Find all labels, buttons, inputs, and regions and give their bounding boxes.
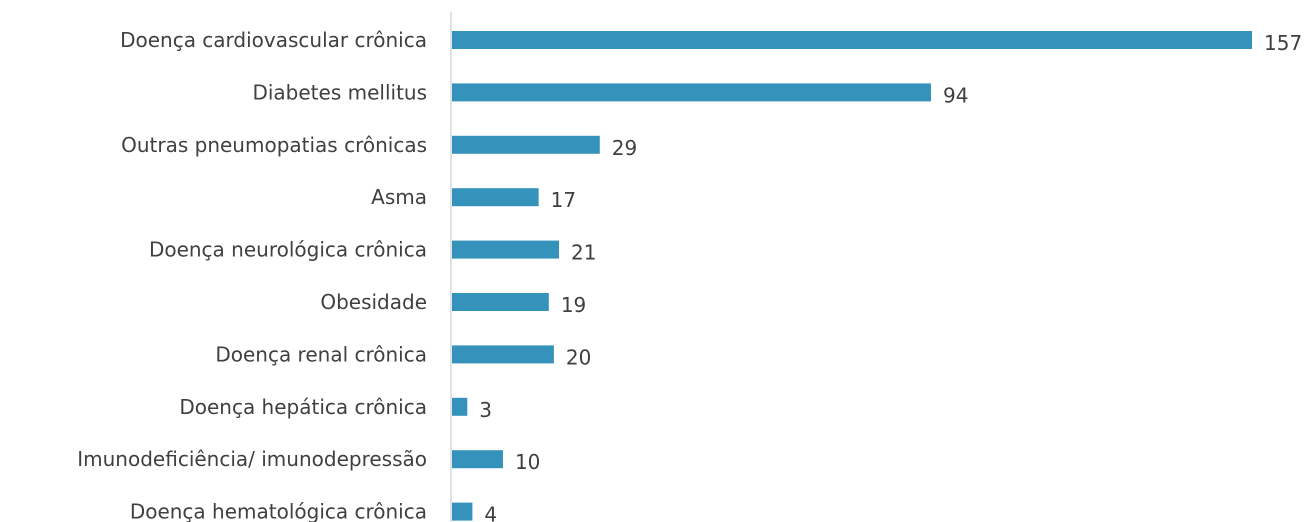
- bar: [452, 293, 549, 311]
- category-label: Imunodeficiência/ imunodepressão: [77, 447, 427, 471]
- bar: [452, 83, 931, 102]
- value-label: 29: [612, 136, 637, 160]
- category-label: Doença hematológica crônica: [130, 500, 427, 522]
- category-label: Doença renal crônica: [215, 342, 427, 366]
- value-label: 10: [515, 450, 540, 474]
- value-labels-group: 157 94 29 17 21 19 20 3 10 4: [479, 31, 1302, 522]
- bar: [452, 188, 539, 207]
- value-label: 20: [566, 345, 591, 369]
- value-label: 3: [479, 398, 492, 422]
- category-label: Diabetes mellitus: [252, 80, 427, 104]
- value-label: 94: [943, 83, 968, 107]
- value-label: 4: [484, 503, 497, 522]
- value-label: 19: [561, 293, 586, 317]
- bars-group: [452, 31, 1252, 521]
- category-label: Outras pneumopatias crônicas: [121, 133, 427, 157]
- bar: [452, 345, 554, 364]
- value-label: 21: [571, 241, 596, 265]
- category-label: Obesidade: [320, 290, 427, 314]
- bar: [452, 31, 1252, 49]
- value-label: 17: [551, 188, 576, 212]
- category-label: Doença hepática crônica: [179, 395, 427, 419]
- category-label: Asma: [371, 185, 427, 209]
- bar: [452, 397, 468, 416]
- category-labels-group: Doença cardiovascular crônica Diabetes me…: [77, 28, 427, 522]
- value-label: 157: [1264, 31, 1302, 55]
- bar: [452, 240, 560, 259]
- category-label: Doença cardiovascular crônica: [120, 28, 427, 52]
- bar: [452, 450, 503, 469]
- bar: [452, 502, 473, 521]
- category-label: Doença neurológica crônica: [149, 238, 427, 262]
- bar: [452, 135, 600, 154]
